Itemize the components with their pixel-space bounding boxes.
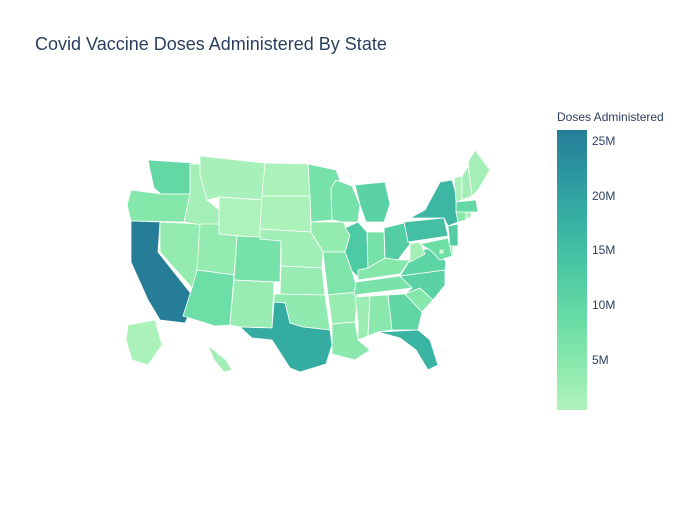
state-fl[interactable] [377, 329, 439, 371]
state-mi[interactable] [354, 181, 391, 223]
colorbar-tick: 5M [592, 352, 609, 367]
chart-title: Covid Vaccine Doses Administered By Stat… [35, 34, 387, 54]
state-co[interactable] [233, 235, 282, 283]
state-dc[interactable] [439, 249, 444, 254]
state-sd[interactable] [259, 195, 312, 233]
state-me[interactable] [467, 149, 491, 197]
colorbar [557, 130, 587, 410]
state-ak[interactable] [125, 319, 163, 366]
state-wa[interactable] [147, 159, 194, 195]
state-wi[interactable] [330, 179, 361, 223]
state-tx[interactable] [238, 301, 333, 373]
state-ky[interactable] [357, 257, 411, 281]
state-mt[interactable] [199, 155, 266, 201]
states-group [125, 149, 491, 373]
state-nd[interactable] [261, 162, 311, 197]
colorbar-tick: 15M [592, 243, 616, 258]
colorbar-tick: 25M [592, 133, 616, 148]
state-oh[interactable] [383, 222, 411, 261]
state-ma[interactable] [455, 199, 479, 213]
state-ks[interactable] [279, 265, 326, 296]
state-ca[interactable] [130, 220, 197, 324]
state-nm[interactable] [229, 279, 275, 329]
state-wv[interactable] [409, 241, 426, 263]
colorbar-title: Doses Administered [557, 110, 664, 124]
state-al[interactable] [367, 294, 393, 337]
state-nj[interactable] [447, 223, 459, 247]
state-ar[interactable] [327, 291, 359, 325]
state-nc[interactable] [399, 269, 446, 301]
colorbar-tick: 20M [592, 188, 616, 203]
state-md[interactable] [418, 237, 453, 261]
state-pa[interactable] [403, 217, 449, 243]
state-ms[interactable] [354, 295, 371, 341]
colorbar-tick: 10M [592, 298, 616, 312]
state-hi[interactable] [207, 344, 233, 373]
state-la[interactable] [331, 321, 371, 361]
state-wy[interactable] [218, 196, 264, 239]
state-or[interactable] [126, 189, 191, 223]
